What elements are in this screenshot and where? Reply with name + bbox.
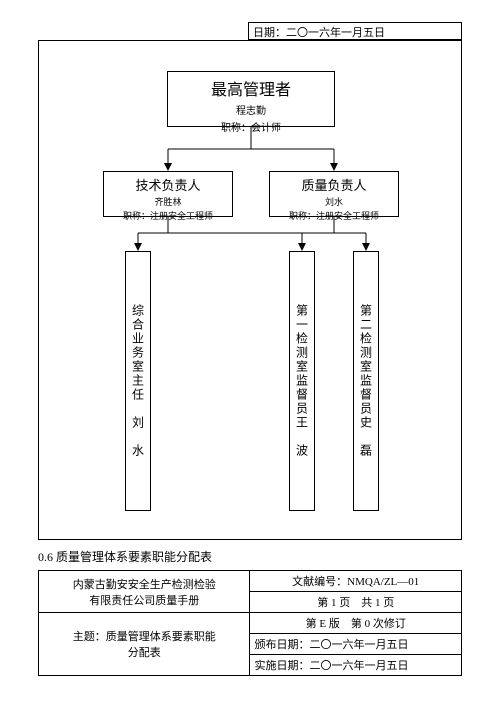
table-subject-cell: 主题：质量管理体系要素职能 分配表 xyxy=(39,613,250,676)
table-publish-date: 颁布日期：二〇一六年一月五日 xyxy=(250,634,462,655)
node-top-role: 职称：会计师 xyxy=(168,117,334,134)
company-line1: 内蒙古勤安安全生产检测检验 xyxy=(43,576,245,592)
subject-line1: 主题：质量管理体系要素职能 xyxy=(43,628,245,644)
node-tech-title: 技术负责人 xyxy=(104,172,232,194)
doc-info-table: 内蒙古勤安安全生产检测检验 有限责任公司质量手册 文献编号：NMQA/ZL—01… xyxy=(38,570,462,676)
node-quality-title: 质量负责人 xyxy=(270,172,398,194)
node-leaf-general: 综合业务室主任 刘 水 xyxy=(125,251,151,511)
org-chart-frame: 最高管理者 程志勤 职称：会计师 技术负责人 齐胜林 职称：注册安全工程师 质量… xyxy=(38,40,462,540)
table-docnum: 文献编号：NMQA/ZL—01 xyxy=(250,571,462,592)
node-quality-role: 职称：注册安全工程师 xyxy=(270,208,398,222)
table-impl-date: 实施日期：二〇一六年一月五日 xyxy=(250,655,462,676)
node-tech-role: 职称：注册安全工程师 xyxy=(104,208,232,222)
node-quality-name: 刘水 xyxy=(270,194,398,208)
node-leaf-test2: 第二检测室监督员史 磊 xyxy=(353,251,379,511)
table-page: 第 1 页 共 1 页 xyxy=(250,592,462,613)
node-quality-lead: 质量负责人 刘水 职称：注册安全工程师 xyxy=(269,171,399,217)
date-box: 日期：二〇一六年一月五日 xyxy=(248,22,462,40)
subject-line2: 分配表 xyxy=(43,644,245,660)
table-company-cell: 内蒙古勤安安全生产检测检验 有限责任公司质量手册 xyxy=(39,571,250,613)
node-top-title: 最高管理者 xyxy=(168,72,334,100)
table-version: 第 E 版 第 0 次修订 xyxy=(250,613,462,634)
node-top-name: 程志勤 xyxy=(168,100,334,117)
node-tech-lead: 技术负责人 齐胜林 职称：注册安全工程师 xyxy=(103,171,233,217)
node-tech-name: 齐胜林 xyxy=(104,194,232,208)
node-top-manager: 最高管理者 程志勤 职称：会计师 xyxy=(167,71,335,127)
company-line2: 有限责任公司质量手册 xyxy=(43,592,245,608)
section-caption: 0.6 质量管理体系要素职能分配表 xyxy=(38,548,212,565)
node-leaf-test1: 第一检测室监督员王 波 xyxy=(289,251,315,511)
